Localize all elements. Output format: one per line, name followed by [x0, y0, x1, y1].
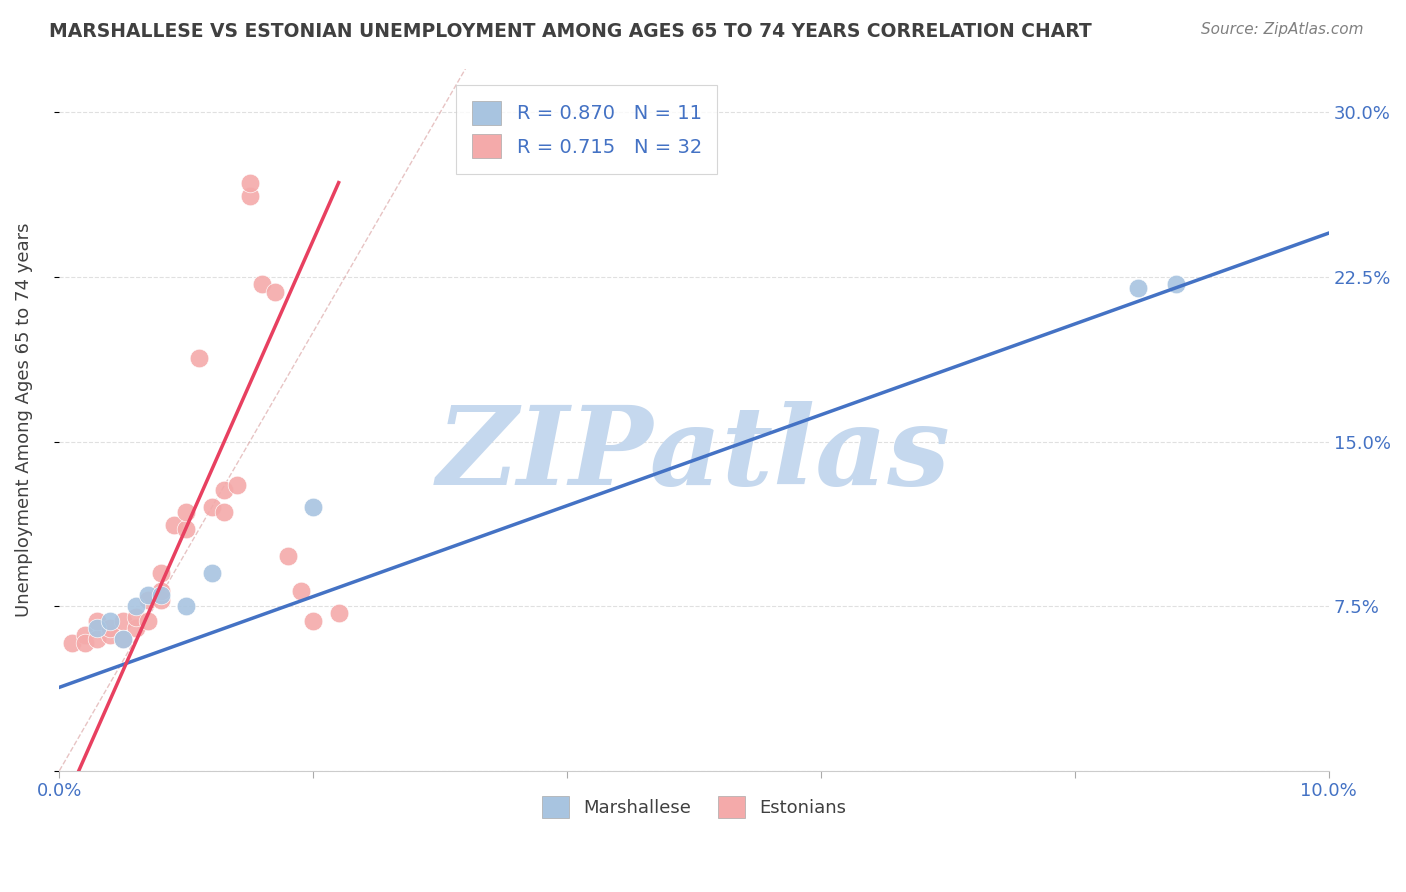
Text: Source: ZipAtlas.com: Source: ZipAtlas.com — [1201, 22, 1364, 37]
Point — [1166, 277, 1188, 291]
Point — [214, 483, 236, 497]
Point — [239, 188, 262, 202]
Point — [86, 632, 108, 646]
Text: ZIPatlas: ZIPatlas — [437, 401, 950, 508]
Point — [149, 592, 172, 607]
Point — [176, 522, 198, 536]
Point — [98, 621, 121, 635]
Point — [1128, 281, 1150, 295]
Point — [136, 588, 159, 602]
Point — [302, 615, 325, 629]
Point — [98, 615, 121, 629]
Point — [290, 583, 312, 598]
Point — [226, 478, 249, 492]
Point — [188, 351, 211, 366]
Point — [149, 583, 172, 598]
Point — [111, 632, 134, 646]
Point — [252, 277, 274, 291]
Point — [239, 176, 262, 190]
Point — [328, 606, 350, 620]
Point — [124, 599, 146, 614]
Point — [73, 627, 96, 641]
Point — [124, 621, 146, 635]
Point — [214, 505, 236, 519]
Point — [149, 566, 172, 581]
Point — [86, 621, 108, 635]
Point — [264, 285, 287, 300]
Point — [201, 500, 224, 515]
Point — [111, 632, 134, 646]
Text: MARSHALLESE VS ESTONIAN UNEMPLOYMENT AMONG AGES 65 TO 74 YEARS CORRELATION CHART: MARSHALLESE VS ESTONIAN UNEMPLOYMENT AMO… — [49, 22, 1092, 41]
Y-axis label: Unemployment Among Ages 65 to 74 years: Unemployment Among Ages 65 to 74 years — [15, 222, 32, 617]
Point — [124, 610, 146, 624]
Point — [136, 592, 159, 607]
Point — [201, 566, 224, 581]
Point — [73, 636, 96, 650]
Point — [86, 615, 108, 629]
Point — [176, 599, 198, 614]
Point — [60, 636, 83, 650]
Point — [149, 588, 172, 602]
Point — [277, 549, 299, 563]
Point — [136, 615, 159, 629]
Point — [302, 500, 325, 515]
Point — [98, 627, 121, 641]
Point — [176, 505, 198, 519]
Legend: Marshallese, Estonians: Marshallese, Estonians — [534, 789, 853, 825]
Point — [111, 615, 134, 629]
Point — [162, 517, 184, 532]
